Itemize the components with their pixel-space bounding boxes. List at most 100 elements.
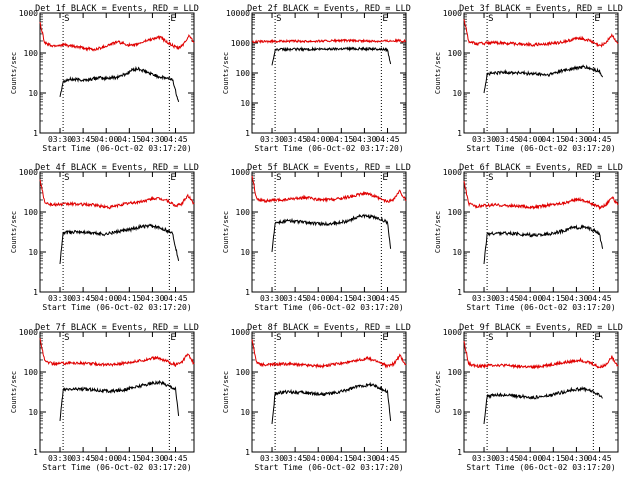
y-tick-label: 1: [457, 129, 462, 138]
x-tick-label: 04:00: [518, 135, 542, 144]
x-axis-label: Start Time (06-Oct-02 03:17:20): [42, 463, 191, 472]
interval-marker-label: E: [594, 14, 599, 24]
y-tick-label: 1000: [19, 328, 38, 337]
det-panel-3: Det 3f BLACK = Events, RED = LLD 1 10 100 10…: [434, 4, 623, 153]
y-tick-label: 1: [33, 129, 38, 138]
series-lld: [463, 180, 619, 211]
series-events: [59, 223, 180, 265]
y-tick-label: 1: [245, 448, 250, 457]
interval-marker-label: S: [276, 333, 281, 343]
x-tick-label: 04:30: [352, 135, 376, 144]
panel-title: Det 8f BLACK = Events, RED = LLD: [247, 323, 411, 333]
x-tick-label: 04:00: [94, 135, 118, 144]
y-tick-label: 1000: [231, 168, 250, 177]
interval-marker-label: S: [488, 173, 493, 183]
x-tick-label: 04:45: [587, 135, 611, 144]
y-tick-label: 1000: [231, 328, 250, 337]
x-axis-label: Start Time (06-Oct-02 03:17:20): [466, 144, 615, 153]
series-lld: [39, 179, 195, 210]
x-tick-label: 04:45: [163, 135, 187, 144]
y-tick-label: 10: [28, 408, 38, 417]
x-tick-label: 04:00: [306, 454, 330, 463]
y-tick-label: 100: [448, 49, 463, 58]
x-tick-label: 04:00: [518, 294, 542, 303]
y-axis-label: Counts/sec: [434, 211, 442, 253]
series-events: [271, 381, 392, 425]
interval-marker-label: S: [276, 14, 281, 24]
y-tick-label: 10: [240, 248, 250, 257]
panel-title: Det 7f BLACK = Events, RED = LLD: [35, 323, 199, 333]
interval-marker-label: E: [382, 333, 387, 343]
x-tick-label: 03:45: [283, 454, 307, 463]
y-axis-label: Counts/sec: [10, 211, 18, 253]
y-tick-label: 10: [240, 408, 250, 417]
plot-frame: [39, 171, 195, 293]
y-tick-label: 10: [452, 89, 462, 98]
x-tick-label: 04:30: [564, 135, 588, 144]
y-tick-label: 100: [236, 69, 251, 78]
det-panel-2: Det 2f BLACK = Events, RED = LLD 1 10 100 10…: [222, 4, 411, 153]
x-tick-label: 04:45: [163, 454, 187, 463]
x-tick-label: 04:30: [352, 454, 376, 463]
interval-marker-label: E: [594, 173, 599, 183]
x-axis-label: Start Time (06-Oct-02 03:17:20): [466, 463, 615, 472]
x-tick-label: 04:30: [352, 294, 376, 303]
interval-marker-label: E: [382, 14, 387, 24]
det-panel-5: Det 5f BLACK = Events, RED = LLD 1 10 100 10…: [222, 163, 411, 312]
y-tick-label: 10: [28, 89, 38, 98]
y-tick-label: 10000: [226, 9, 250, 18]
panel-title: Det 6f BLACK = Events, RED = LLD: [459, 163, 623, 173]
det-panel-9: Det 9f BLACK = Events, RED = LLD 1 10 100 10…: [434, 323, 623, 472]
y-tick-label: 100: [448, 208, 463, 217]
interval-marker-label: S: [488, 14, 493, 24]
x-axis-label: Start Time (06-Oct-02 03:17:20): [254, 303, 403, 312]
series-events: [271, 46, 392, 66]
x-tick-label: 03:30: [260, 135, 284, 144]
panel-title: Det 5f BLACK = Events, RED = LLD: [247, 163, 411, 173]
x-axis-label: Start Time (06-Oct-02 03:17:20): [42, 144, 191, 153]
y-tick-label: 10: [452, 408, 462, 417]
x-tick-label: 04:15: [541, 135, 565, 144]
panel-title: Det 9f BLACK = Events, RED = LLD: [459, 323, 623, 333]
y-tick-label: 1000: [19, 168, 38, 177]
y-tick-label: 1: [457, 448, 462, 457]
y-tick-label: 1000: [231, 39, 250, 48]
x-tick-label: 03:45: [71, 454, 95, 463]
x-tick-label: 04:30: [564, 454, 588, 463]
det-panel-7: Det 7f BLACK = Events, RED = LLD 1 10 100 10…: [10, 323, 199, 472]
plot-frame: [251, 171, 407, 293]
y-tick-label: 1: [245, 288, 250, 297]
x-tick-label: 04:45: [375, 135, 399, 144]
series-events: [483, 224, 604, 265]
det-panel-6: Det 6f BLACK = Events, RED = LLD 1 10 100 10…: [434, 163, 623, 312]
x-tick-label: 04:15: [329, 454, 353, 463]
x-tick-label: 04:15: [329, 135, 353, 144]
panel-title: Det 2f BLACK = Events, RED = LLD: [247, 4, 411, 14]
y-tick-label: 1: [33, 448, 38, 457]
series-lld: [39, 338, 195, 368]
x-tick-label: 04:45: [375, 454, 399, 463]
y-axis-label: Counts/sec: [222, 52, 230, 94]
x-tick-label: 04:15: [541, 454, 565, 463]
interval-marker-label: E: [170, 173, 175, 183]
series-lld: [463, 340, 619, 370]
det-panel-4: Det 4f BLACK = Events, RED = LLD 1 10 100 10…: [10, 163, 199, 312]
y-tick-label: 10: [240, 99, 250, 108]
y-axis-label: Counts/sec: [434, 371, 442, 413]
plot-frame: [39, 12, 195, 134]
interval-marker-label: E: [382, 173, 387, 183]
interval-marker-label: S: [64, 333, 69, 343]
y-tick-label: 10: [452, 248, 462, 257]
x-tick-label: 04:15: [117, 294, 141, 303]
x-axis-label: Start Time (06-Oct-02 03:17:20): [254, 144, 403, 153]
x-tick-label: 03:45: [495, 135, 519, 144]
x-tick-label: 04:45: [375, 294, 399, 303]
y-axis-label: Counts/sec: [10, 371, 18, 413]
y-tick-label: 100: [24, 208, 39, 217]
x-tick-label: 04:15: [329, 294, 353, 303]
x-tick-label: 03:30: [472, 135, 496, 144]
x-tick-label: 04:30: [140, 454, 164, 463]
x-tick-label: 04:00: [518, 454, 542, 463]
series-lld: [251, 339, 407, 369]
